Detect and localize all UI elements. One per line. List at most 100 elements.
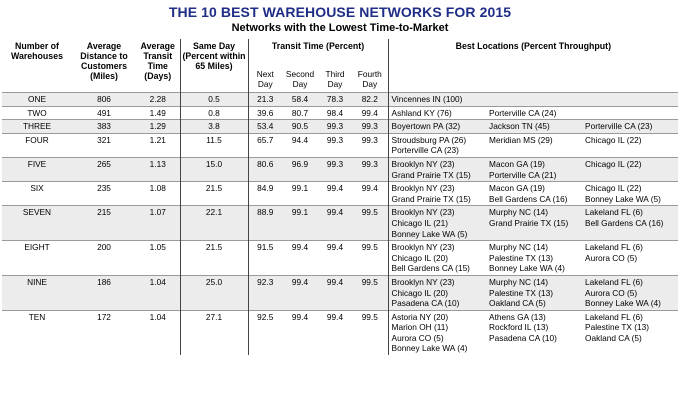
location-entry: Marion OH (11) bbox=[391, 322, 449, 333]
row-transit-time: 1.04 bbox=[136, 274, 180, 311]
location-entry: Chicago IL (22) bbox=[585, 158, 642, 169]
location-entry: Palestine TX (13) bbox=[585, 322, 649, 333]
row-warehouses: FOUR bbox=[2, 132, 72, 158]
row-locations-col-3 bbox=[582, 105, 679, 120]
table-row: TWO 491 1.49 0.8 39.6 80.7 98.4 99.4 Ashland KY … bbox=[2, 105, 679, 120]
row-third-day: 99.4 bbox=[318, 240, 352, 276]
row-locations-col-3: Chicago IL (22) bbox=[582, 132, 679, 158]
networks-table-body: ONE 806 2.28 0.5 21.3 58.4 78.3 82.2 Vincennes I… bbox=[2, 92, 679, 356]
header-same-day: Same Day (Percent within 65 Miles) bbox=[179, 39, 248, 93]
location-entry: Bonney Lake WA (5) bbox=[585, 193, 661, 204]
location-entry: Bonney Lake WA (4) bbox=[489, 263, 565, 274]
row-distance: 491 bbox=[72, 105, 136, 120]
location-entry: Porterville CA (23) bbox=[585, 121, 653, 132]
row-third-day: 99.4 bbox=[318, 181, 352, 206]
location-entry: Brooklyn NY (23) bbox=[391, 158, 455, 169]
header-second-day: Second Day bbox=[285, 69, 315, 89]
row-locations-col-2: Athens GA (13) Rockford IL (13) Pasadena C… bbox=[486, 309, 583, 356]
row-distance: 806 bbox=[72, 92, 136, 107]
location-entry: Bell Gardens CA (16) bbox=[489, 193, 568, 204]
row-second-day: 94.4 bbox=[282, 132, 318, 158]
report-title: THE 10 BEST WAREHOUSE NETWORKS FOR 2015 bbox=[168, 4, 512, 20]
row-third-day: 99.3 bbox=[318, 119, 352, 134]
row-locations-col-1: Brooklyn NY (23) Grand Prairie TX (15) bbox=[387, 181, 487, 206]
row-second-day: 99.1 bbox=[282, 181, 318, 206]
row-warehouses: NINE bbox=[2, 274, 72, 311]
row-third-day: 99.4 bbox=[318, 205, 352, 241]
row-second-day: 96.9 bbox=[282, 156, 318, 182]
row-locations-col-2: Meridian MS (29) bbox=[486, 132, 583, 158]
header-next-day: Next Day bbox=[247, 51, 282, 93]
row-locations-col-1: Brooklyn NY (23) Grand Prairie TX (15) bbox=[387, 156, 487, 182]
row-fourth-day: 99.3 bbox=[352, 119, 389, 134]
row-locations-col-2: Murphy NC (14) Grand Prairie TX (15) bbox=[486, 205, 583, 241]
location-entry: Oakland CA (5) bbox=[489, 298, 546, 309]
row-locations-col-1: Brooklyn NY (23) Chicago IL (20) Pasadena … bbox=[387, 274, 487, 311]
row-warehouses: SEVEN bbox=[2, 205, 72, 241]
location-entry: Grand Prairie TX (15) bbox=[391, 193, 471, 204]
row-next-day: 91.5 bbox=[247, 240, 282, 276]
location-entry: Bell Gardens CA (16) bbox=[585, 217, 664, 228]
row-locations-col-1: Brooklyn NY (23) Chicago IL (21) Bonney La… bbox=[387, 205, 487, 241]
row-second-day: 58.4 bbox=[282, 92, 318, 107]
location-entry: Aurora CO (5) bbox=[585, 252, 638, 263]
row-locations-col-2: Murphy NC (14) Palestine TX (13) Bonney La… bbox=[486, 240, 583, 276]
row-fourth-day: 99.5 bbox=[352, 240, 389, 276]
location-entry: Oakland CA (5) bbox=[585, 332, 642, 343]
row-same-day: 21.5 bbox=[179, 240, 248, 276]
row-distance: 215 bbox=[72, 205, 136, 241]
row-transit-time: 1.08 bbox=[136, 181, 180, 206]
row-next-day: 88.9 bbox=[247, 205, 282, 241]
row-same-day: 3.8 bbox=[179, 119, 248, 134]
header-fourth-day: Fourth Day bbox=[357, 69, 382, 89]
row-fourth-day: 99.3 bbox=[352, 132, 389, 158]
header-best-locations: Best Locations (Percent Throughput) bbox=[387, 39, 679, 51]
location-entry: Chicago IL (20) bbox=[391, 287, 448, 298]
row-distance: 172 bbox=[72, 309, 136, 356]
location-entry: Ashland KY (76) bbox=[391, 107, 452, 118]
row-transit-time: 1.21 bbox=[136, 132, 180, 158]
table-row: ONE 806 2.28 0.5 21.3 58.4 78.3 82.2 Vincennes I… bbox=[2, 92, 679, 107]
location-entry: Brooklyn NY (23) bbox=[391, 183, 455, 194]
row-distance: 186 bbox=[72, 274, 136, 311]
location-entry: Aurora CO (5) bbox=[585, 287, 638, 298]
location-entry: Lakeland FL (6) bbox=[585, 242, 643, 253]
row-distance: 383 bbox=[72, 119, 136, 134]
row-warehouses: TWO bbox=[2, 105, 72, 120]
row-transit-time: 1.29 bbox=[136, 119, 180, 134]
row-locations-col-1: Boyertown PA (32) bbox=[387, 119, 487, 134]
row-locations-col-3: Chicago IL (22) bbox=[582, 156, 679, 182]
row-same-day: 15.0 bbox=[179, 156, 248, 182]
row-locations-col-2: Macon GA (19) Bell Gardens CA (16) bbox=[486, 181, 583, 206]
row-locations-col-3: Lakeland FL (6) Bell Gardens CA (16) bbox=[582, 205, 679, 241]
row-locations-col-1: Stroudsburg PA (26) Porterville CA (23) bbox=[387, 132, 487, 158]
table-row: EIGHT 200 1.05 21.5 91.5 99.4 99.4 99.5 Brooklyn… bbox=[2, 240, 679, 276]
location-entry: Murphy NC (14) bbox=[489, 207, 549, 218]
row-fourth-day: 99.4 bbox=[352, 105, 389, 120]
location-entry: Brooklyn NY (23) bbox=[391, 207, 455, 218]
location-entry: Grand Prairie TX (15) bbox=[391, 169, 471, 180]
row-next-day: 92.3 bbox=[247, 274, 282, 311]
row-third-day: 78.3 bbox=[318, 92, 352, 107]
row-third-day: 99.3 bbox=[318, 156, 352, 182]
row-locations-col-1: Ashland KY (76) bbox=[387, 105, 487, 120]
row-locations-col-3: Lakeland FL (6) Aurora CO (5) bbox=[582, 240, 679, 276]
row-third-day: 98.4 bbox=[318, 105, 352, 120]
row-next-day: 65.7 bbox=[247, 132, 282, 158]
row-second-day: 99.4 bbox=[282, 240, 318, 276]
row-warehouses: FIVE bbox=[2, 156, 72, 182]
location-entry: Macon GA (19) bbox=[489, 158, 545, 169]
row-second-day: 99.1 bbox=[282, 205, 318, 241]
row-same-day: 11.5 bbox=[179, 132, 248, 158]
location-entry: Murphy NC (14) bbox=[489, 276, 549, 287]
row-transit-time: 1.49 bbox=[136, 105, 180, 120]
location-entry: Astoria NY (20) bbox=[391, 311, 449, 322]
row-next-day: 80.6 bbox=[247, 156, 282, 182]
row-locations-col-2: Macon GA (19) Porterville CA (21) bbox=[486, 156, 583, 182]
row-locations-col-2: Jackson TN (45) bbox=[486, 119, 583, 134]
row-third-day: 99.4 bbox=[318, 274, 352, 311]
location-entry: Lakeland FL (6) bbox=[585, 207, 643, 218]
row-locations-col-1: Vincennes IN (100) bbox=[387, 92, 487, 107]
row-warehouses: EIGHT bbox=[2, 240, 72, 276]
row-distance: 235 bbox=[72, 181, 136, 206]
